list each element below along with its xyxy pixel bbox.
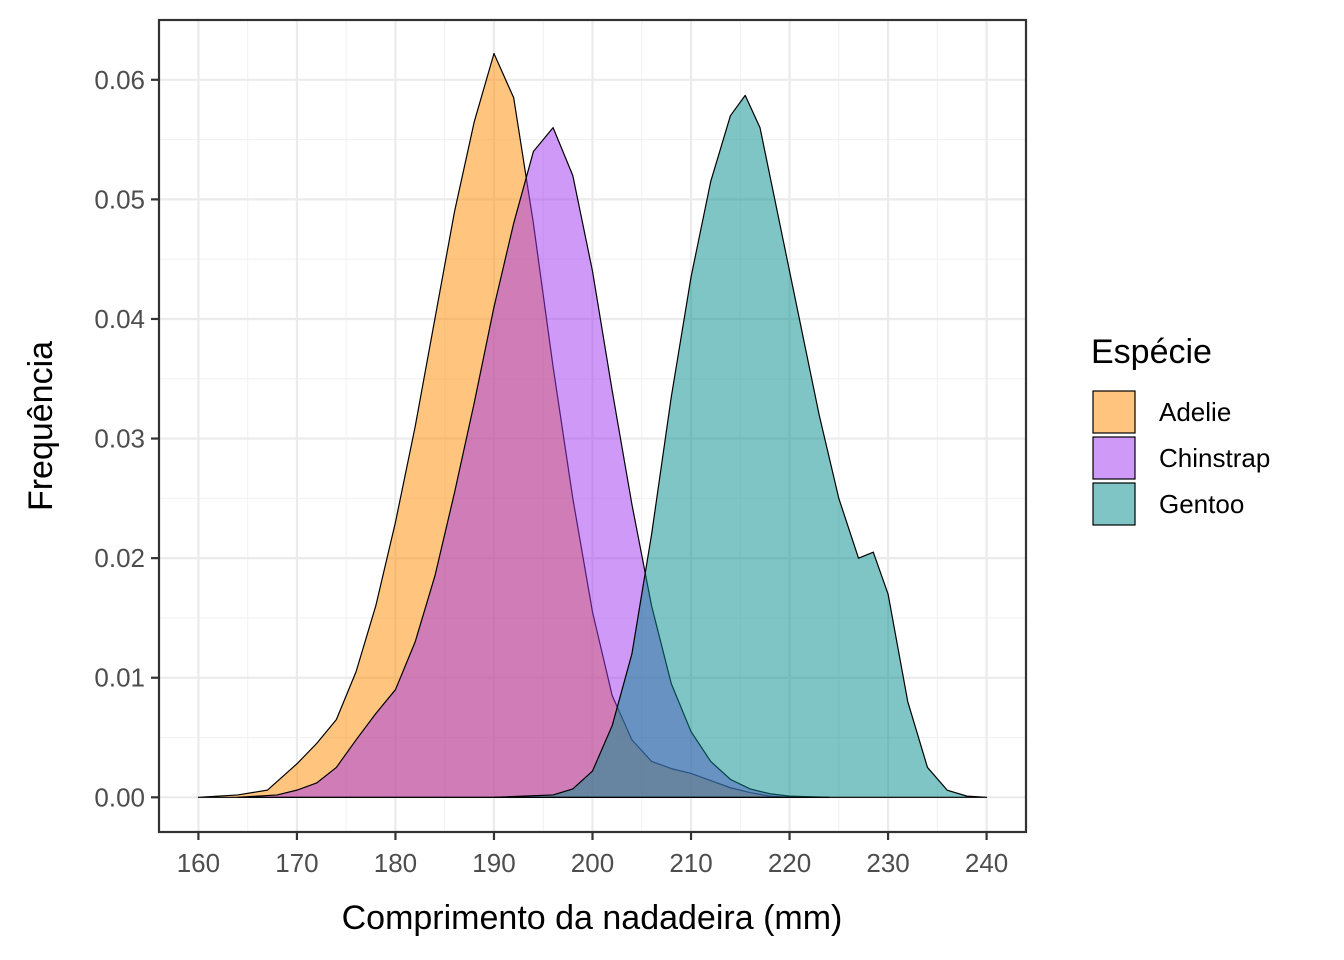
x-tick-label: 170 <box>275 848 318 878</box>
legend-label-adelie: Adelie <box>1159 397 1231 427</box>
x-tick-label: 200 <box>571 848 614 878</box>
x-axis-title: Comprimento da nadadeira (mm) <box>342 899 843 937</box>
x-tick-label: 180 <box>374 848 417 878</box>
x-tick-label: 240 <box>965 848 1008 878</box>
density-area-gentoo <box>493 94 988 798</box>
legend-title: Espécie <box>1091 333 1212 371</box>
y-tick-label: 0.04 <box>94 304 145 334</box>
x-tick-label: 190 <box>472 848 515 878</box>
x-tick-label: 160 <box>177 848 220 878</box>
y-tick-label: 0.00 <box>94 782 145 812</box>
legend-label-gentoo: Gentoo <box>1159 489 1244 519</box>
legend-key-adelie <box>1092 390 1136 434</box>
y-tick-label: 0.02 <box>94 543 145 573</box>
legend-key-chinstrap <box>1092 436 1136 480</box>
x-axis-ticks: 160 170 180 190 200 210 220 230 240 <box>177 832 1008 878</box>
x-tick-label: 230 <box>866 848 909 878</box>
y-axis-ticks: 0.00 0.01 0.02 0.03 0.04 0.05 0.06 <box>94 65 159 812</box>
legend: Espécie Adelie Chinstrap Gentoo <box>1091 333 1270 526</box>
y-axis-title: Frequência <box>22 341 60 511</box>
legend-entries: Adelie Chinstrap Gentoo <box>1092 390 1270 526</box>
y-tick-label: 0.05 <box>94 184 145 214</box>
y-tick-label: 0.01 <box>94 663 145 693</box>
density-areas <box>197 52 988 798</box>
y-tick-label: 0.03 <box>94 424 145 454</box>
legend-key-gentoo <box>1092 482 1136 526</box>
legend-label-chinstrap: Chinstrap <box>1159 443 1270 473</box>
x-tick-label: 210 <box>669 848 712 878</box>
x-tick-label: 220 <box>768 848 811 878</box>
y-tick-label: 0.06 <box>94 65 145 95</box>
